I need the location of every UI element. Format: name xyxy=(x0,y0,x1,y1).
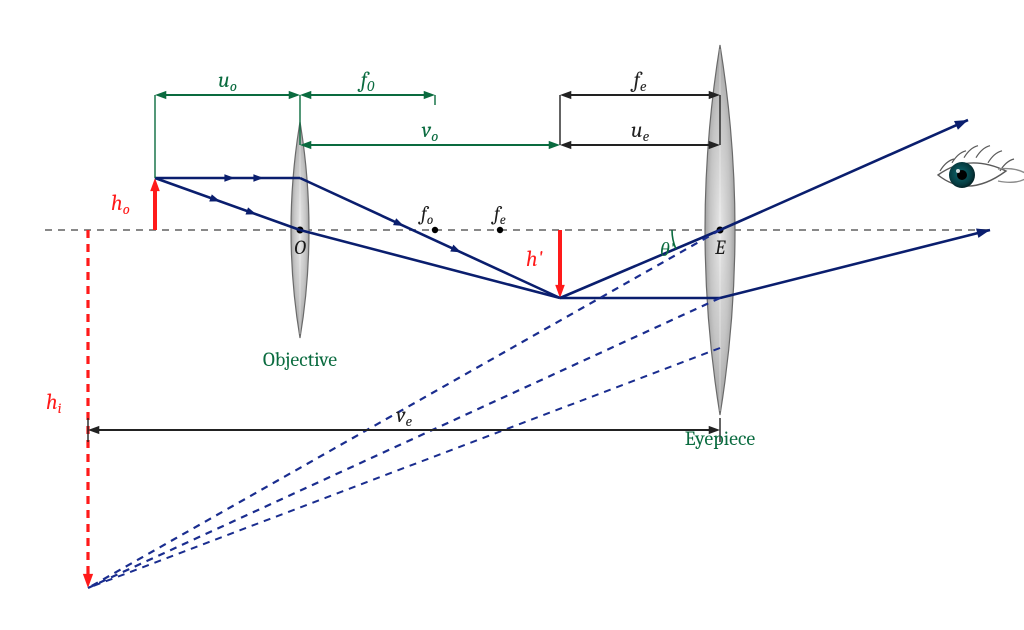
svg-text:vo: vo xyxy=(422,117,439,145)
svg-text:uo: uo xyxy=(218,67,237,95)
svg-text:ue: ue xyxy=(631,117,650,145)
angle-theta: θ' xyxy=(660,230,676,261)
measure-vo: vo xyxy=(300,117,560,149)
rays xyxy=(155,120,990,298)
svg-text:θ': θ' xyxy=(660,238,675,261)
svg-text:h': h' xyxy=(526,246,543,272)
virtual-image-arrow: hi xyxy=(46,230,93,588)
measure-f0: f0 xyxy=(300,67,435,99)
svg-text:Objective: Objective xyxy=(263,348,337,371)
svg-text:f0: f0 xyxy=(357,67,375,95)
svg-text:O: O xyxy=(294,236,306,259)
object-arrow: ho xyxy=(111,178,160,230)
svg-text:fe: fe xyxy=(491,202,506,228)
svg-text:fo: fo xyxy=(418,202,434,228)
svg-text:ho: ho xyxy=(111,190,130,218)
microscope-ray-diagram: O Efo fe ho h' hi θ' uo f0 vo fe ue ve Objective Eyepi… xyxy=(0,0,1024,630)
svg-text:E: E xyxy=(714,236,726,259)
svg-text:fe: fe xyxy=(630,67,647,95)
eye-icon xyxy=(938,146,1024,188)
measure-ue: ue xyxy=(560,117,720,149)
svg-text:Eyepiece: Eyepiece xyxy=(685,427,756,450)
intermediate-image-arrow: h' xyxy=(526,230,565,298)
measure-ve: ve xyxy=(88,402,720,434)
measure-fe: fe xyxy=(560,67,720,99)
svg-text:hi: hi xyxy=(46,389,62,417)
measure-uo: uo xyxy=(155,67,300,99)
